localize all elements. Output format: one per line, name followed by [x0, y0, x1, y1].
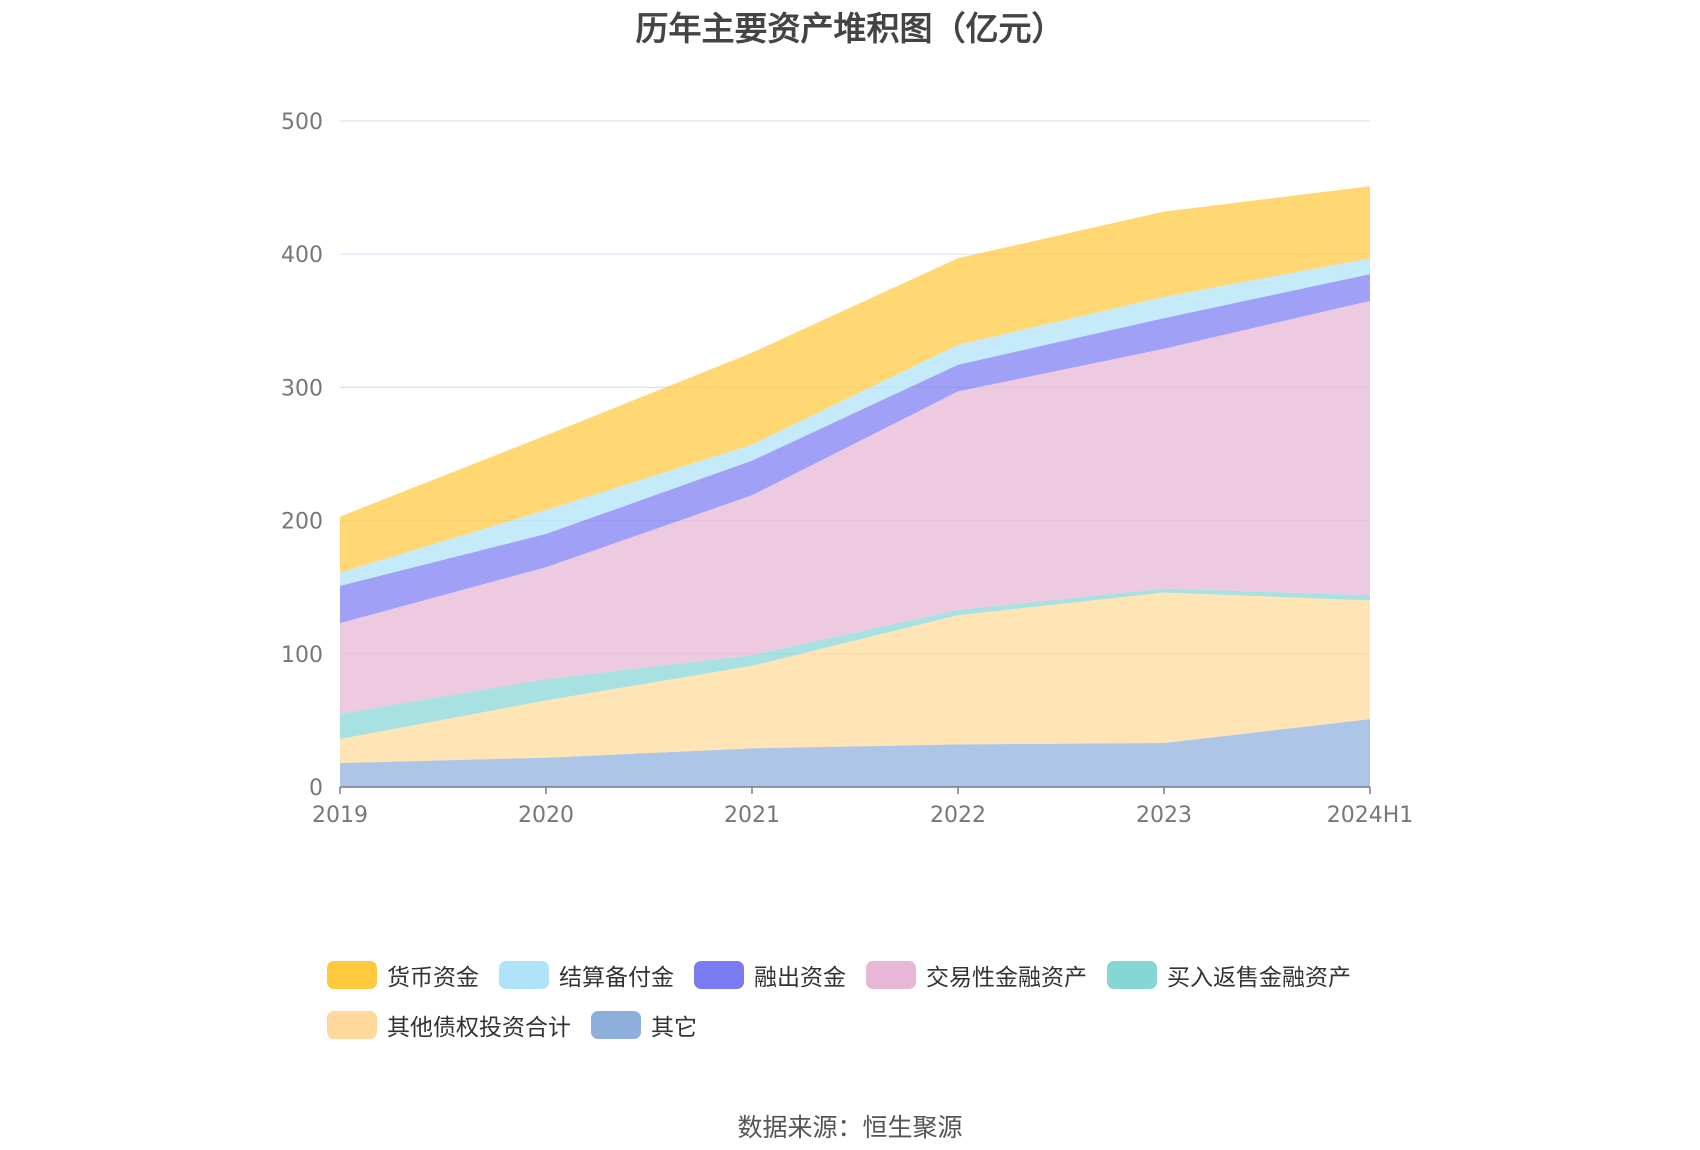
- area-series-交易性金融资产: [340, 300, 1370, 714]
- legend-swatch: [327, 961, 377, 989]
- x-tick-label: 2021: [724, 803, 780, 828]
- y-tick-label: 500: [281, 110, 323, 135]
- legend-row: 其他债权投资合计 其它: [327, 1005, 1427, 1045]
- y-tick-label: 100: [281, 643, 323, 668]
- legend-swatch: [499, 961, 549, 989]
- legend-item[interactable]: 买入返售金融资产: [1107, 958, 1351, 992]
- x-axis: [339, 786, 1371, 794]
- legend-item[interactable]: 融出资金: [694, 958, 846, 992]
- legend-item[interactable]: 结算备付金: [499, 958, 674, 992]
- area-series-融出资金: [340, 274, 1370, 624]
- axis-labels: 0 100 200 300 400 500 2019 2020 2021 2022 2023 2024…: [281, 110, 1413, 828]
- x-tick-label: 2020: [518, 803, 574, 828]
- legend-label: 买入返售金融资产: [1167, 965, 1351, 991]
- legend-row: 货币资金 结算备付金 融出资金 交易性金融资产 买入返售金融资产: [327, 955, 1427, 995]
- legend-swatch: [327, 1011, 377, 1039]
- area-series: [340, 186, 1370, 787]
- area-series-其它: [340, 719, 1370, 787]
- x-tick-label: 2024H1: [1327, 803, 1414, 828]
- source-note: 数据来源：恒生聚源: [737, 1113, 963, 1142]
- legend-label: 交易性金融资产: [926, 965, 1087, 991]
- y-tick-label: 400: [281, 243, 323, 268]
- legend-swatch: [694, 961, 744, 989]
- area-series-结算备付金: [340, 258, 1370, 586]
- chart-plot: 0 100 200 300 400 500 2019 2020 2021 2022 2023 2024…: [281, 110, 1413, 828]
- legend-label: 其他债权投资合计: [387, 1015, 571, 1041]
- x-tick-label: 2019: [312, 803, 368, 828]
- legend-label: 其它: [651, 1015, 697, 1041]
- x-tick-label: 2023: [1136, 803, 1192, 828]
- y-tick-label: 0: [309, 776, 323, 801]
- area-series-其他债权投资合计: [340, 592, 1370, 764]
- legend-label: 货币资金: [387, 965, 479, 991]
- x-tick-label: 2022: [930, 803, 986, 828]
- legend-item[interactable]: 货币资金: [327, 958, 479, 992]
- legend-item[interactable]: 其它: [591, 1008, 697, 1042]
- legend: 货币资金 结算备付金 融出资金 交易性金融资产 买入返售金融资产 其他债权投资合计 其它: [327, 955, 1427, 1055]
- chart-title: 历年主要资产堆积图（亿元）: [635, 9, 1065, 48]
- area-series-货币资金: [340, 186, 1370, 573]
- legend-label: 结算备付金: [559, 965, 674, 991]
- legend-item[interactable]: 其他债权投资合计: [327, 1008, 571, 1042]
- legend-swatch: [591, 1011, 641, 1039]
- y-tick-label: 300: [281, 376, 323, 401]
- y-tick-label: 200: [281, 510, 323, 535]
- legend-swatch: [866, 961, 916, 989]
- legend-label: 融出资金: [754, 965, 846, 991]
- legend-swatch: [1107, 961, 1157, 989]
- legend-item[interactable]: 交易性金融资产: [866, 958, 1087, 992]
